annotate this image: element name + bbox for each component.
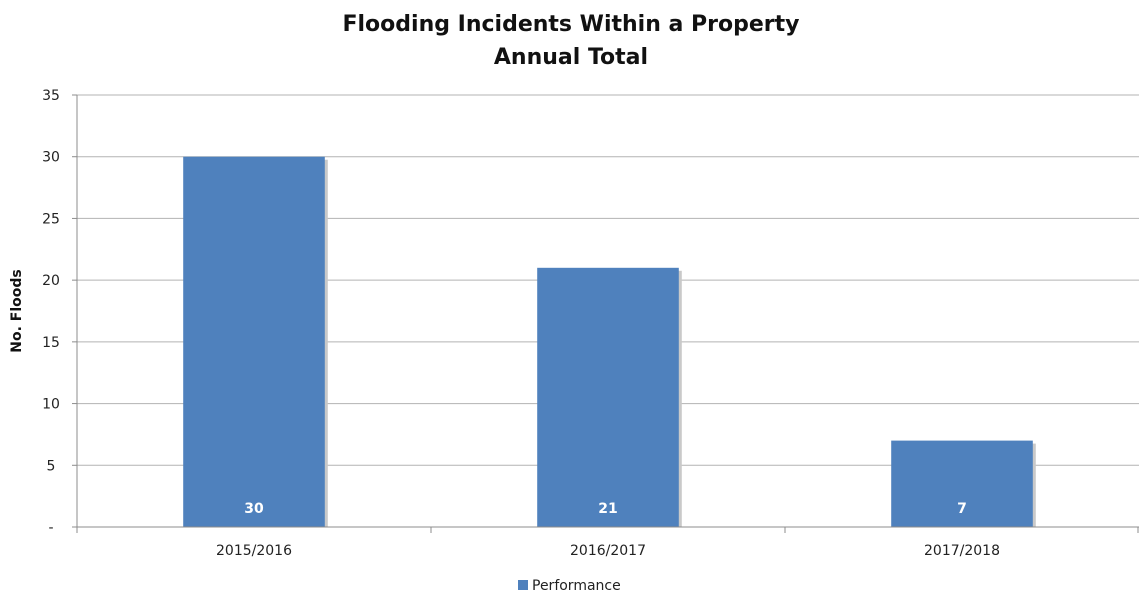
x-tick-label: 2016/2017 xyxy=(570,543,646,559)
data-label: 30 xyxy=(244,501,264,517)
bar-2015/2016 xyxy=(183,156,325,527)
x-tick-label: 2015/2016 xyxy=(216,543,292,559)
chart-title: Flooding Incidents Within a Property xyxy=(342,12,799,37)
y-tick-label: 35 xyxy=(42,88,60,104)
x-tick-label: 2017/2018 xyxy=(924,543,1000,559)
legend-label: Performance xyxy=(532,578,621,594)
x-axis: 2015/2016 2016/2017 2017/2018 xyxy=(76,526,1139,559)
bars: 30 21 7 xyxy=(183,156,1036,527)
y-axis: - 5 10 15 20 25 30 35 xyxy=(42,88,78,536)
bar-2016/2017 xyxy=(537,267,679,527)
y-tick-label: 5 xyxy=(47,458,56,474)
legend: Performance xyxy=(518,578,621,594)
legend-swatch xyxy=(518,580,528,590)
chart-subtitle: Annual Total xyxy=(494,45,648,70)
y-tick-label: 15 xyxy=(42,335,60,351)
data-label: 21 xyxy=(598,501,617,517)
data-label: 7 xyxy=(957,501,967,517)
y-axis-label: No. Floods xyxy=(9,269,25,352)
y-tick-label: 20 xyxy=(42,273,60,289)
y-tick-label: 30 xyxy=(42,150,60,166)
bar-2017/2018 xyxy=(891,440,1033,527)
y-tick-label: 10 xyxy=(42,397,60,413)
y-tick-label: 25 xyxy=(42,211,60,227)
y-tick-label: - xyxy=(48,520,53,536)
